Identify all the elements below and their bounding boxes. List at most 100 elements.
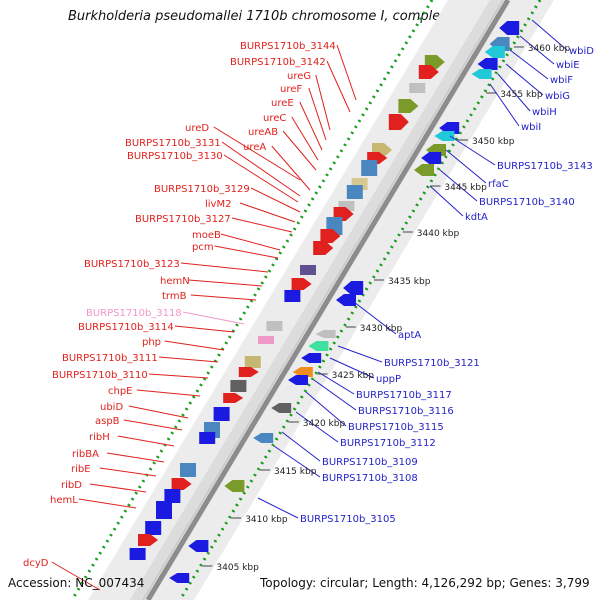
forward-gene-leader: [353, 301, 397, 335]
map-title: Burkholderia pseudomallei 1710b chromoso…: [68, 9, 510, 24]
reverse-gene-leader: [326, 60, 351, 113]
reverse-gene-box: [409, 83, 426, 93]
reverse-gene-leader: [220, 233, 281, 251]
accession-text: Accession: NC_007434: [8, 576, 145, 590]
forward-gene-label: BURPS1710b_3105: [300, 514, 396, 525]
reverse-gene-leader: [164, 340, 225, 351]
reverse-gene-arrow: [238, 367, 259, 377]
forward-gene-leader: [313, 379, 357, 411]
reverse-gene-arrow: [320, 229, 341, 243]
forward-gene-label: wbiE: [556, 60, 580, 71]
forward-gene-label: wbiG: [545, 91, 570, 102]
forward-gene-label: BURPS1710b_3108: [322, 473, 418, 484]
forward-gene-arrow: [301, 353, 322, 363]
reverse-gene-arrow: [138, 534, 158, 546]
forward-gene-leader: [445, 149, 487, 184]
reverse-gene-label: BURPS1710b_3123: [84, 259, 180, 270]
reverse-gene-label: BURPS1710b_3129: [154, 184, 250, 195]
reverse-gene-label: ubiD: [100, 402, 123, 413]
reverse-gene-leader: [239, 202, 296, 223]
reverse-gene-label: BURPS1710b_3142: [230, 57, 326, 68]
reverse-gene-arrow: [291, 278, 312, 290]
forward-gene-label: wbiD: [569, 46, 594, 57]
forward-gene-leader: [509, 49, 549, 80]
forward-gene-arrow: [288, 375, 308, 385]
reverse-gene-label: BURPS1710b_3144: [240, 41, 336, 52]
reverse-gene-label: ureC: [263, 113, 286, 124]
reverse-gene-label: pcm: [192, 242, 214, 253]
reverse-gene-box: [361, 160, 378, 176]
reverse-gene-box: [346, 185, 363, 199]
reverse-gene-label: BURPS1710b_3110: [52, 370, 148, 381]
forward-gene-arrow: [271, 403, 292, 413]
reverse-gene-label: BURPS1710b_3131: [125, 138, 221, 149]
reverse-gene-label: hemL: [50, 495, 78, 506]
reverse-gene-box: [266, 321, 283, 331]
reverse-gene-box: [164, 489, 181, 503]
reverse-gene-leader: [78, 498, 137, 509]
ruler-tick-label: 3430 kbp: [360, 324, 403, 334]
ruler-tick-label: 3435 kbp: [388, 277, 431, 287]
forward-gene-arrow: [188, 540, 209, 552]
reverse-gene-leader: [158, 356, 219, 363]
forward-gene-leader: [273, 445, 321, 478]
forward-gene-leader: [429, 185, 464, 217]
forward-gene-arrow: [292, 367, 313, 377]
reverse-gene-box: [338, 201, 355, 211]
reverse-gene-leader: [223, 154, 299, 203]
reverse-gene-label: ribBA: [72, 449, 99, 460]
forward-gene-leader: [305, 391, 347, 427]
reverse-gene-arrow: [223, 393, 244, 403]
reverse-gene-label: livM2: [205, 199, 231, 210]
ruler-tick-label: 3415 kbp: [274, 467, 317, 477]
ruler-tick-label: 3445 kbp: [444, 183, 487, 193]
reverse-gene-box: [230, 380, 247, 392]
reverse-gene-label: ureF: [280, 84, 302, 95]
reverse-gene-label: chpE: [108, 386, 133, 397]
reverse-gene-arrow: [388, 114, 409, 130]
reverse-gene-leader: [174, 325, 235, 333]
reverse-gene-leader: [182, 311, 245, 325]
reverse-gene-leader: [213, 126, 301, 181]
reverse-gene-box: [258, 336, 274, 344]
reverse-gene-label: moeB: [192, 230, 221, 241]
reverse-gene-label: ureA: [243, 142, 266, 153]
forward-gene-label: BURPS1710b_3112: [340, 438, 436, 449]
reverse-gene-label: BURPS1710b_3111: [62, 353, 158, 364]
reverse-gene-label: dcyD: [23, 558, 49, 569]
reverse-gene-leader: [188, 279, 263, 287]
reverse-gene-label: BURPS1710b_3118: [86, 308, 182, 319]
forward-gene-leader: [257, 497, 299, 519]
forward-gene-leader: [439, 169, 478, 202]
forward-gene-leader: [497, 73, 531, 112]
reverse-gene-leader: [336, 44, 357, 101]
reverse-gene-leader: [190, 294, 257, 301]
forward-gene-leader: [295, 411, 339, 443]
forward-gene-leader: [519, 35, 555, 65]
reverse-gene-label: ureG: [287, 71, 311, 82]
chromosome-backbone: [145, 0, 511, 600]
reverse-gene-box: [145, 521, 162, 535]
backbone-shadow: [142, 0, 504, 600]
reverse-gene-label: BURPS1710b_3130: [127, 151, 223, 162]
reverse-gene-leader: [250, 187, 301, 213]
reverse-gene-leader: [106, 452, 165, 463]
reverse-gene-label: BURPS1710b_3127: [135, 214, 231, 225]
forward-gene-leader: [489, 83, 520, 127]
ruler-tick-label: 3455 kbp: [500, 90, 543, 100]
reverse-gene-leader: [51, 561, 101, 591]
forward-gene-arrow: [434, 131, 455, 141]
genome-summary-text: Topology: circular; Length: 4,126,292 bp…: [260, 576, 590, 590]
reverse-gene-box: [244, 356, 261, 368]
reverse-gene-box: [199, 432, 216, 444]
reverse-gene-leader: [180, 262, 269, 273]
forward-gene-label: BURPS1710b_3140: [479, 197, 575, 208]
forward-gene-arrow: [224, 480, 245, 492]
ruler-tick-label: 3420 kbp: [303, 419, 346, 429]
reverse-gene-leader: [308, 87, 327, 141]
reverse-gene-leader: [214, 245, 279, 259]
reverse-gene-box: [284, 290, 301, 302]
reverse-gene-box: [300, 265, 316, 275]
reverse-gene-box: [129, 548, 146, 560]
